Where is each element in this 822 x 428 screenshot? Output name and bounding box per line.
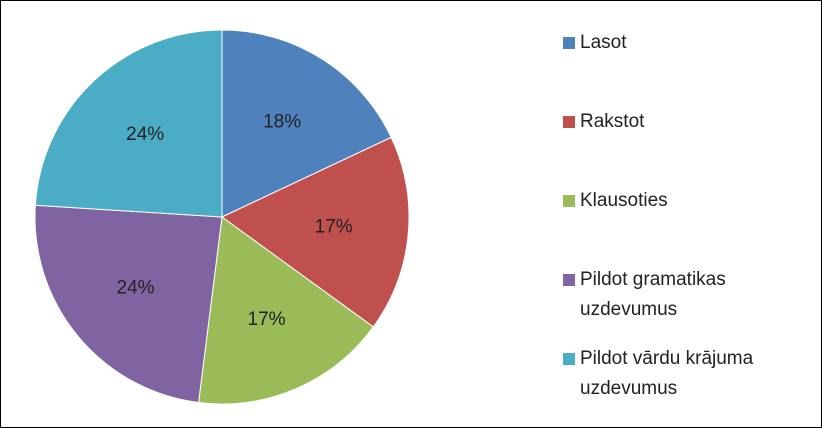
legend-swatch [563,353,575,365]
pie-slice [34,204,223,404]
legend-item: Klausoties [563,186,803,216]
slice-label: 17% [248,309,286,330]
legend-swatch [563,195,575,207]
legend-item: Pildot vārdu krājuma uzdevumus [563,344,803,404]
legend-label: Klausoties [580,190,668,211]
pie-slice [221,136,410,328]
pie-slice [34,29,223,218]
slice-label: 17% [315,217,353,238]
legend-label: Pildot vārdu krājuma uzdevumus [580,348,754,399]
legend-label: Pildot gramatikas uzdevumus [580,269,726,320]
legend-swatch [563,116,575,128]
slice-label: 18% [263,111,301,132]
legend-swatch [563,37,575,49]
legend-swatch [563,274,575,286]
slice-label: 24% [117,278,155,299]
legend-item: Lasot [563,28,803,58]
legend-label: Rakstot [580,111,645,132]
pie-slice [198,216,374,405]
legend-item: Pildot gramatikas uzdevumus [563,265,803,325]
pie-slice [221,29,392,218]
pie-area: 18% 17% 17% 24% 24% [34,29,410,405]
slice-label: 24% [126,124,164,145]
legend-label: Lasot [580,32,627,53]
legend-item: Rakstot [563,107,803,137]
